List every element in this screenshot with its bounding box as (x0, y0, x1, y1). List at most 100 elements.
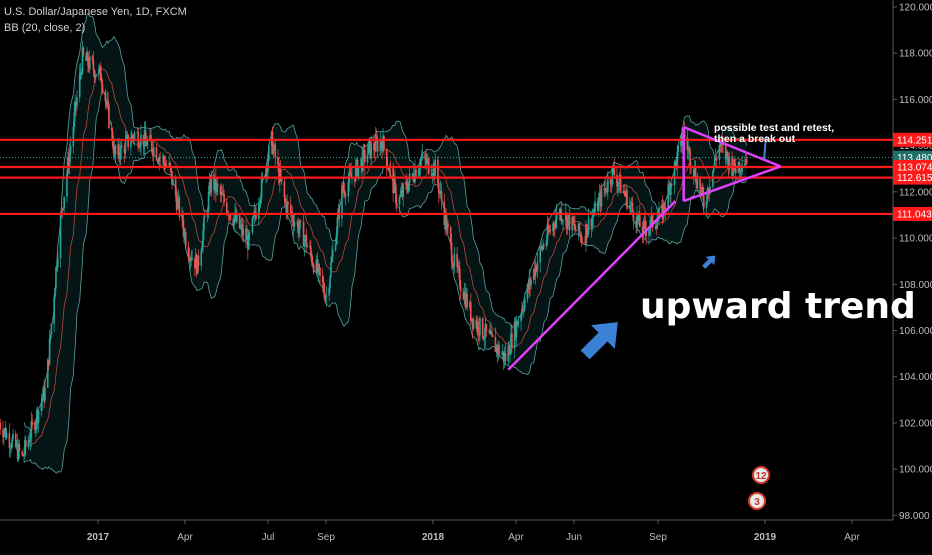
candle-body (287, 202, 289, 204)
y-tick-label: 102.000 (899, 418, 932, 429)
candle-body (11, 439, 13, 448)
candle-body (332, 250, 334, 256)
candle-body (395, 185, 397, 203)
candle-body (530, 280, 532, 285)
candle-body (49, 338, 51, 364)
candle-body (648, 230, 650, 236)
candle-body (484, 338, 486, 340)
candle-body (312, 263, 314, 265)
candle-body (380, 141, 382, 144)
candle-body (415, 170, 417, 177)
candle-body (633, 211, 635, 221)
candle-body (670, 184, 672, 195)
candle-body (348, 183, 350, 197)
candle-body (100, 66, 102, 81)
candle-body (261, 177, 263, 197)
candle-body (111, 128, 113, 131)
candle-body (145, 130, 147, 139)
candle-body (112, 131, 114, 146)
candle-body (477, 322, 479, 334)
candle-body (454, 254, 456, 267)
candle-body (304, 239, 306, 247)
candle-body (438, 183, 440, 194)
candle-body (51, 324, 53, 335)
candle-body (581, 236, 583, 242)
indicator-label[interactable]: BB (20, close, 2) (4, 20, 187, 36)
y-tick-label: 118.000 (899, 49, 932, 60)
candle-body (240, 226, 242, 228)
candle-body (298, 229, 300, 234)
candle-body (418, 169, 420, 176)
candle-body (102, 84, 104, 91)
candle-body (553, 223, 555, 226)
candle-body (118, 144, 120, 156)
candle-body (714, 158, 716, 166)
events-badge-jp[interactable]: 3 (748, 492, 766, 510)
candle-body (203, 217, 205, 231)
annotation-line-2: then a break out (714, 133, 796, 145)
candle-body (3, 432, 5, 438)
candle-body (668, 184, 670, 185)
candle-body (35, 424, 37, 431)
candle-body (671, 184, 673, 185)
candle-body (716, 159, 718, 160)
candle-body (185, 232, 187, 246)
candle-body (284, 181, 286, 197)
candle-body (524, 299, 526, 310)
candle-body (508, 346, 510, 355)
y-tick-label: 104.000 (899, 372, 932, 383)
candle-body (9, 433, 11, 448)
candle-body (605, 188, 607, 191)
candle-body (134, 133, 136, 140)
candle-body (41, 400, 43, 403)
annotation-upward-trend: upward trend (640, 286, 916, 327)
candle-body (38, 411, 40, 423)
arrow-shape (573, 310, 629, 366)
candle-body (486, 324, 488, 331)
candle-body (73, 127, 75, 146)
candle-body (373, 143, 375, 150)
candle-body (488, 331, 490, 332)
candle-body (60, 215, 62, 259)
candle-body (732, 172, 734, 176)
candle-body (581, 242, 583, 243)
symbol-title[interactable]: U.S. Dollar/Japanese Yen, 1D, FXCM (4, 4, 187, 20)
candle-body (441, 191, 443, 202)
events-badge-us[interactable]: 12 (752, 466, 770, 484)
candle-body (492, 335, 494, 337)
candle-body (656, 221, 658, 228)
candle-body (300, 221, 302, 222)
x-tick-label: Sep (649, 532, 667, 543)
x-tick-label: Apr (177, 532, 193, 543)
candle-body (562, 220, 564, 221)
candle-body (166, 165, 168, 166)
candle-body (328, 288, 330, 296)
candle-body (217, 184, 219, 187)
candle-body (329, 277, 331, 288)
candle-body (498, 345, 500, 354)
candle-body (53, 297, 55, 324)
up-arrow-small (699, 251, 719, 271)
candle-body (12, 434, 14, 439)
candle-body (402, 184, 404, 197)
candle-body (580, 234, 582, 236)
candle-body (285, 198, 287, 202)
candle-body (482, 318, 484, 338)
candle-body (746, 159, 748, 164)
candle-body (695, 168, 697, 182)
candle-body (56, 267, 58, 268)
candle-body (259, 204, 261, 205)
x-tick-label: Jul (262, 532, 275, 543)
candle-body (318, 264, 320, 268)
candle-body (336, 234, 338, 245)
candle-body (153, 147, 155, 156)
candle-body (335, 244, 337, 250)
candle-body (274, 145, 276, 158)
candle-body (163, 157, 165, 163)
candle-body (50, 334, 52, 338)
candle-body (182, 214, 184, 228)
candle-body (76, 97, 78, 106)
candle-body (709, 187, 711, 190)
